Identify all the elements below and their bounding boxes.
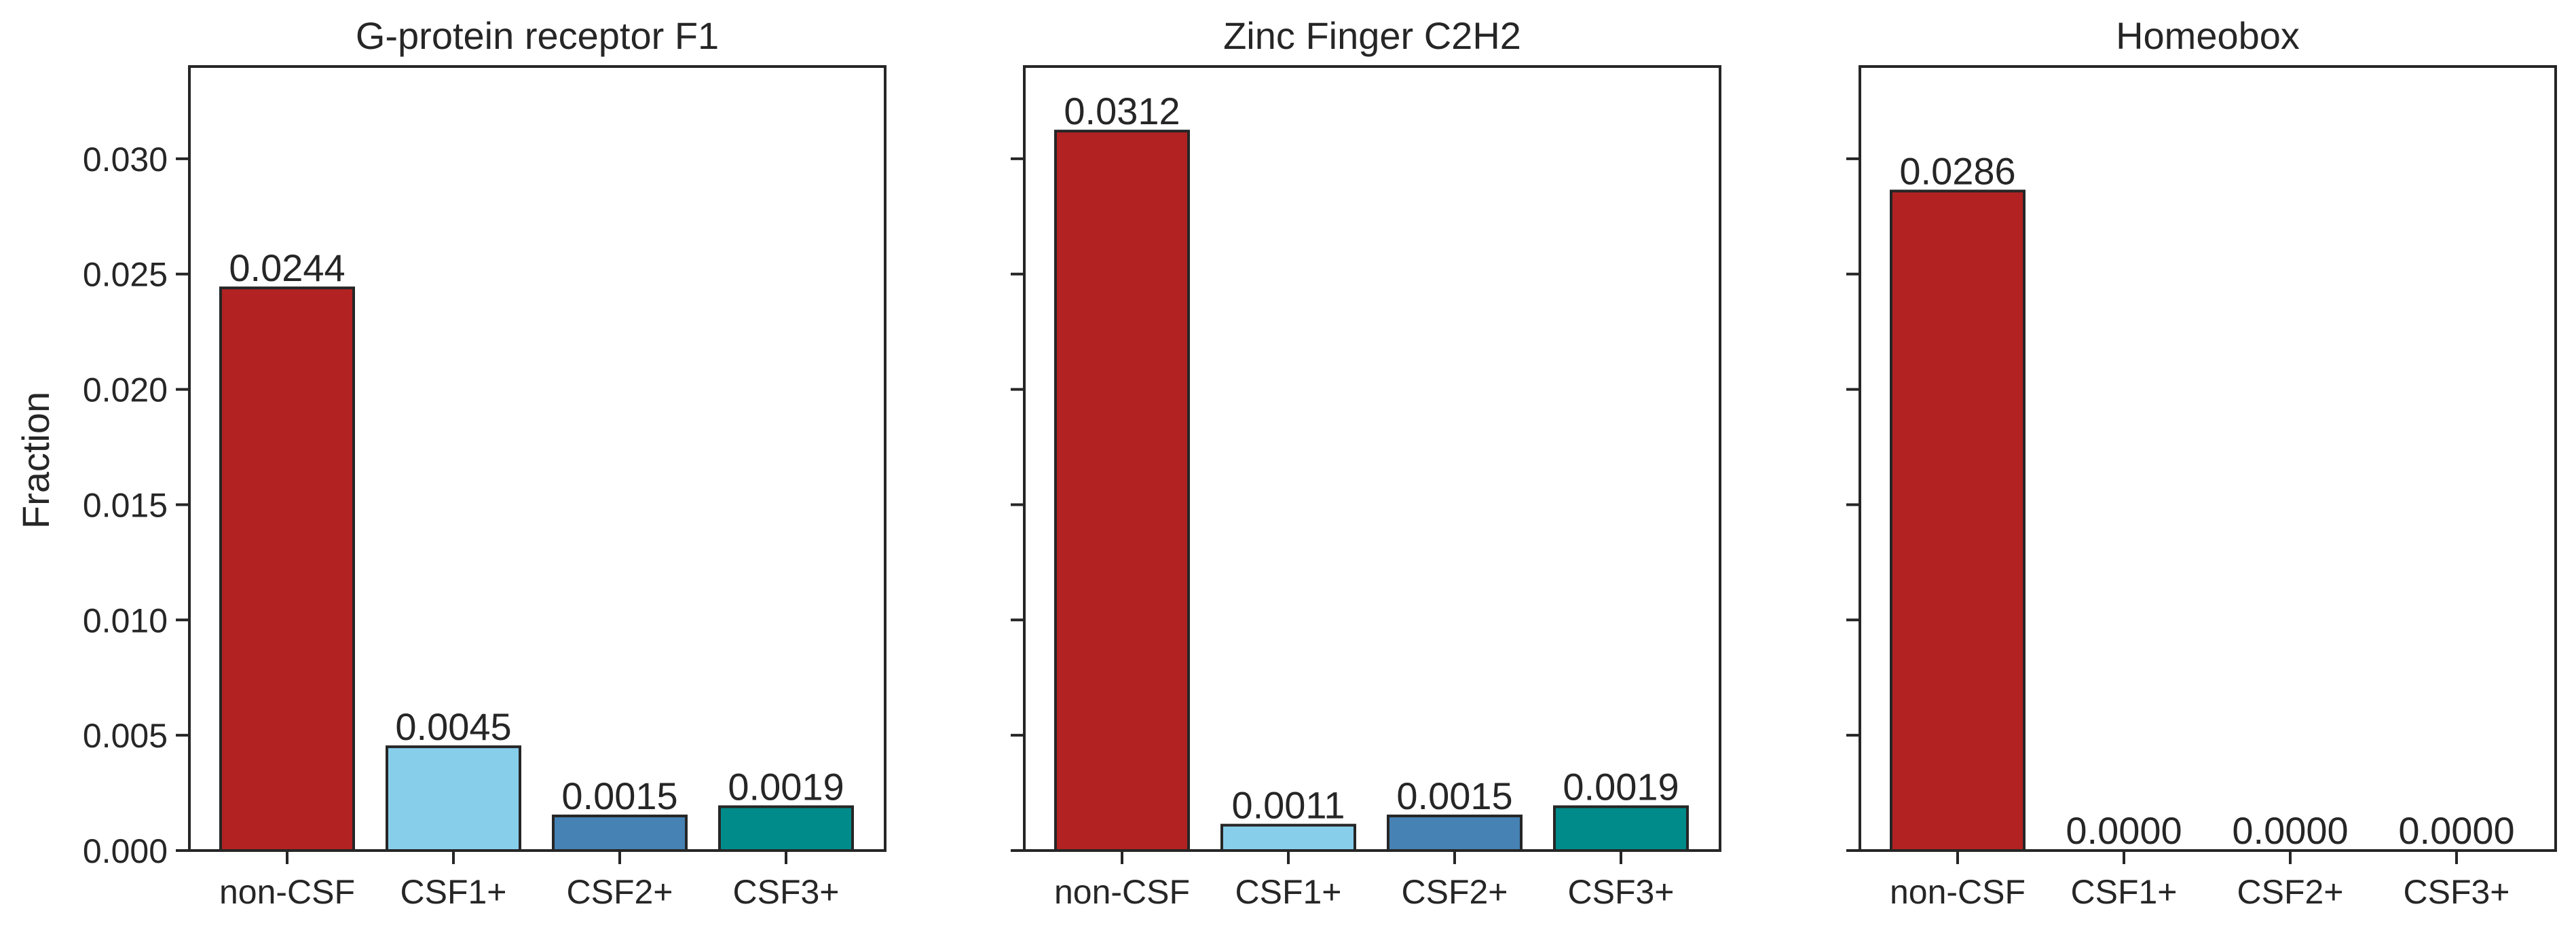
y-tick-label: 0.015 bbox=[83, 486, 168, 524]
x-tick-label: CSF1+ bbox=[400, 873, 506, 911]
axes-frame bbox=[1023, 65, 1721, 852]
bar-csf3- bbox=[1553, 805, 1689, 853]
value-label: 0.0000 bbox=[2398, 809, 2514, 852]
bar-csf2- bbox=[552, 815, 688, 852]
x-tick-label: CSF2+ bbox=[2237, 873, 2343, 911]
bar-csf1- bbox=[1220, 823, 1356, 852]
bar-non-csf bbox=[1054, 130, 1190, 852]
x-tick-label: CSF3+ bbox=[2403, 873, 2509, 911]
bar-csf1- bbox=[386, 745, 521, 852]
axes-frame bbox=[188, 65, 886, 852]
value-label: 0.0000 bbox=[2066, 809, 2182, 852]
chart-panels: 0.0244 0.0045 0.0015 0.0019 0.000 0.005 0.010 0… bbox=[83, 14, 2557, 911]
x-tick-label: CSF1+ bbox=[1235, 873, 1341, 911]
x-tick-label: CSF3+ bbox=[1567, 873, 1674, 911]
y-tick-label: 0.020 bbox=[83, 371, 168, 409]
x-tick-label: non-CSF bbox=[1054, 873, 1190, 911]
panel-title: G-protein receptor F1 bbox=[356, 14, 719, 57]
panel-title: Homeobox bbox=[2116, 14, 2300, 57]
chart-panel-3: 0.0286 0.0000 0.0000 0.0000 non-CSF CSF1+ CSF2… bbox=[1846, 14, 2557, 911]
y-tick-label: 0.005 bbox=[83, 717, 168, 755]
y-tick-label: 0.000 bbox=[83, 832, 168, 870]
value-label: 0.0244 bbox=[229, 246, 345, 289]
axes-frame bbox=[1859, 65, 2557, 852]
y-axis-label: Fraction bbox=[14, 392, 57, 529]
x-tick-label: CSF2+ bbox=[566, 873, 673, 911]
x-tick-label: CSF2+ bbox=[1401, 873, 1508, 911]
x-tick-label: CSF1+ bbox=[2070, 873, 2177, 911]
bar-non-csf bbox=[219, 286, 355, 852]
chart-panel-1: 0.0244 0.0045 0.0015 0.0019 0.000 0.005 0.010 0… bbox=[83, 14, 886, 911]
panel-title: Zinc Finger C2H2 bbox=[1223, 14, 1521, 57]
value-label: 0.0000 bbox=[2232, 809, 2348, 852]
value-label: 0.0015 bbox=[1396, 775, 1512, 817]
bar-csf3- bbox=[718, 805, 854, 853]
y-tick-label: 0.030 bbox=[83, 141, 168, 179]
value-label: 0.0286 bbox=[1899, 149, 2015, 192]
value-label: 0.0011 bbox=[1231, 784, 1345, 827]
y-tick-label: 0.010 bbox=[83, 601, 168, 639]
x-tick-label: CSF3+ bbox=[732, 873, 839, 911]
value-label: 0.0045 bbox=[395, 705, 511, 748]
value-label: 0.0019 bbox=[1563, 765, 1679, 808]
bar-non-csf bbox=[1890, 189, 2026, 852]
x-tick-label: non-CSF bbox=[1890, 873, 2026, 911]
bar-csf2- bbox=[1387, 815, 1523, 852]
chart-panel-2: 0.0312 0.0011 0.0015 0.0019 non-CSF CSF1+ CSF2… bbox=[1011, 14, 1721, 911]
value-label: 0.0312 bbox=[1064, 90, 1180, 132]
y-tick-label: 0.025 bbox=[83, 256, 168, 294]
value-label: 0.0015 bbox=[561, 775, 677, 817]
value-label: 0.0019 bbox=[728, 765, 844, 808]
x-tick-label: non-CSF bbox=[219, 873, 355, 911]
